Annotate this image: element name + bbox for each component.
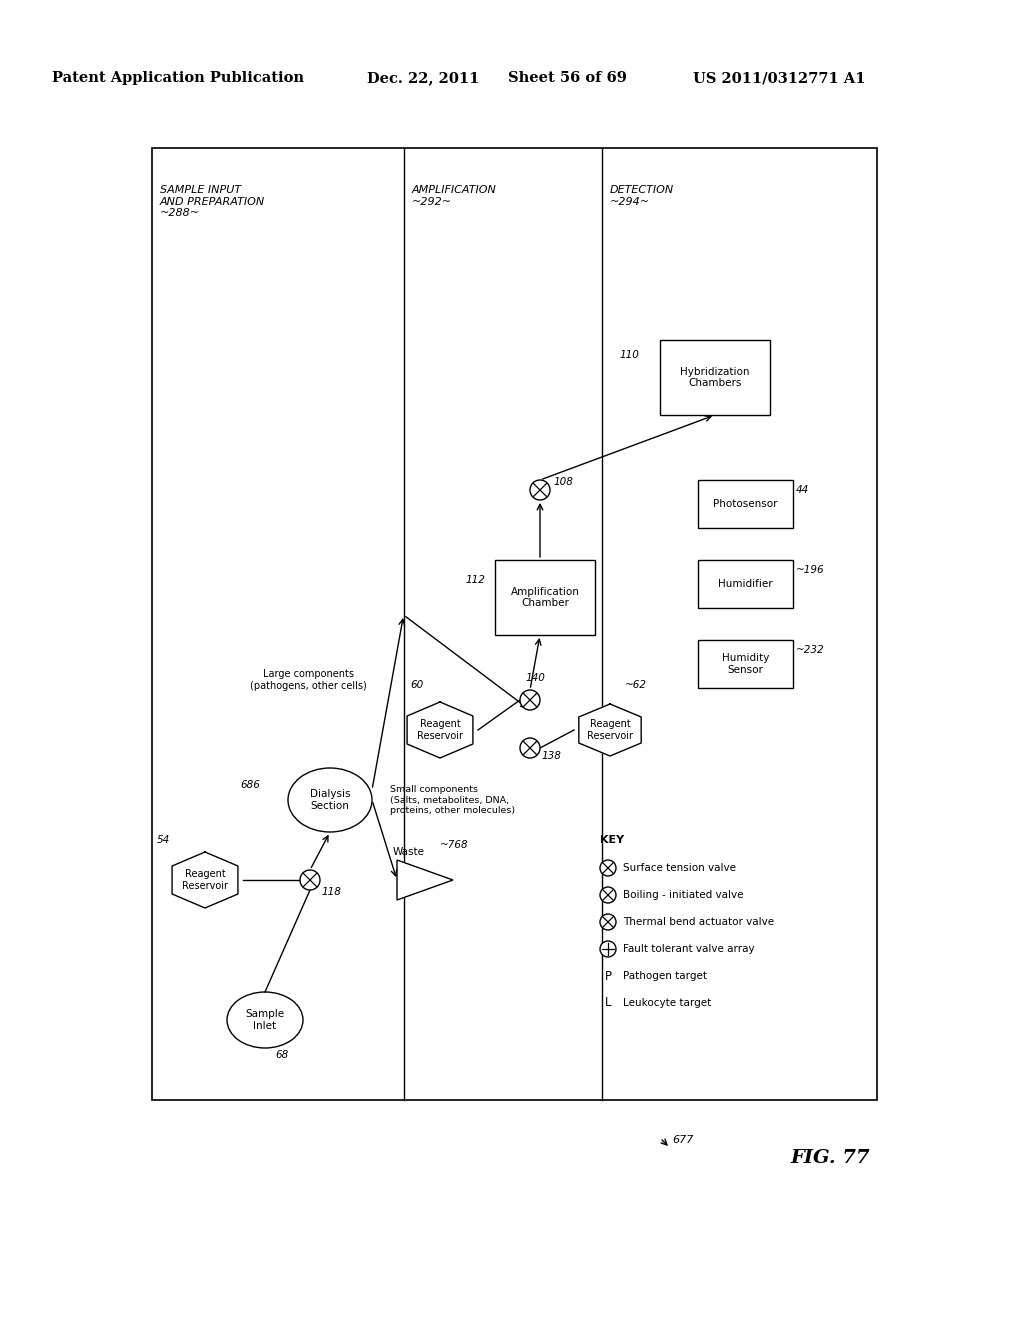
Text: 68: 68 — [275, 1049, 288, 1060]
Text: KEY: KEY — [600, 836, 624, 845]
Text: Reagent
Reservoir: Reagent Reservoir — [182, 869, 228, 891]
Bar — [698, 480, 793, 528]
Text: Surface tension valve: Surface tension valve — [623, 863, 736, 873]
Text: Waste: Waste — [393, 847, 425, 857]
Text: Hybridization
Chambers: Hybridization Chambers — [680, 367, 750, 388]
Ellipse shape — [227, 993, 303, 1048]
Text: Humidity
Sensor: Humidity Sensor — [722, 653, 769, 675]
Polygon shape — [579, 704, 641, 756]
Text: 677: 677 — [672, 1135, 693, 1144]
Bar — [698, 560, 793, 609]
Text: 44: 44 — [796, 484, 809, 495]
Circle shape — [520, 690, 540, 710]
Text: Dialysis
Section: Dialysis Section — [309, 789, 350, 810]
Text: Reagent
Reservoir: Reagent Reservoir — [587, 719, 633, 741]
Polygon shape — [408, 702, 473, 758]
Circle shape — [300, 870, 319, 890]
Bar — [660, 341, 770, 414]
Text: Boiling - initiated valve: Boiling - initiated valve — [623, 890, 743, 900]
Text: FIG. 77: FIG. 77 — [790, 1148, 869, 1167]
Circle shape — [530, 480, 550, 500]
Circle shape — [600, 941, 616, 957]
Text: Thermal bend actuator valve: Thermal bend actuator valve — [623, 917, 774, 927]
Text: Patent Application Publication: Patent Application Publication — [52, 71, 304, 84]
Text: Fault tolerant valve array: Fault tolerant valve array — [623, 944, 755, 954]
Text: ~232: ~232 — [796, 645, 824, 655]
Text: Sample
Inlet: Sample Inlet — [246, 1010, 285, 1031]
Text: SAMPLE INPUT
AND PREPARATION
~288~: SAMPLE INPUT AND PREPARATION ~288~ — [160, 185, 265, 218]
Text: ~196: ~196 — [796, 565, 824, 576]
Text: Pathogen target: Pathogen target — [623, 972, 707, 981]
Text: ~768: ~768 — [440, 840, 469, 850]
Text: P: P — [604, 969, 611, 982]
Text: Reagent
Reservoir: Reagent Reservoir — [417, 719, 463, 741]
Text: 686: 686 — [240, 780, 260, 789]
Ellipse shape — [288, 768, 372, 832]
Polygon shape — [397, 861, 453, 900]
Text: Sheet 56 of 69: Sheet 56 of 69 — [508, 71, 627, 84]
Text: DETECTION
~294~: DETECTION ~294~ — [609, 185, 674, 207]
Bar — [698, 640, 793, 688]
Text: 112: 112 — [465, 576, 485, 585]
Text: Amplification
Chamber: Amplification Chamber — [511, 586, 580, 609]
Text: 54: 54 — [157, 836, 170, 845]
Polygon shape — [172, 851, 238, 908]
Text: Large components
(pathogens, other cells): Large components (pathogens, other cells… — [250, 669, 367, 690]
Bar — [152, 148, 877, 1100]
Text: Photosensor: Photosensor — [714, 499, 778, 510]
Text: US 2011/0312771 A1: US 2011/0312771 A1 — [693, 71, 865, 84]
Circle shape — [600, 861, 616, 876]
Text: 138: 138 — [542, 751, 562, 762]
Circle shape — [600, 913, 616, 931]
Text: Leukocyte target: Leukocyte target — [623, 998, 712, 1008]
Text: AMPLIFICATION
~292~: AMPLIFICATION ~292~ — [412, 185, 497, 207]
Text: 60: 60 — [410, 680, 423, 690]
Text: 118: 118 — [322, 887, 342, 898]
Text: L: L — [605, 997, 611, 1010]
Circle shape — [600, 887, 616, 903]
Text: 108: 108 — [553, 477, 572, 487]
Circle shape — [520, 738, 540, 758]
Bar — [495, 560, 595, 635]
Text: 140: 140 — [525, 673, 545, 682]
Text: Humidifier: Humidifier — [718, 579, 773, 589]
Text: Small components
(Salts, metabolites, DNA,
proteins, other molecules): Small components (Salts, metabolites, DN… — [390, 785, 515, 814]
Text: 110: 110 — [620, 350, 640, 360]
Text: ~62: ~62 — [625, 680, 647, 690]
Text: Dec. 22, 2011: Dec. 22, 2011 — [367, 71, 479, 84]
